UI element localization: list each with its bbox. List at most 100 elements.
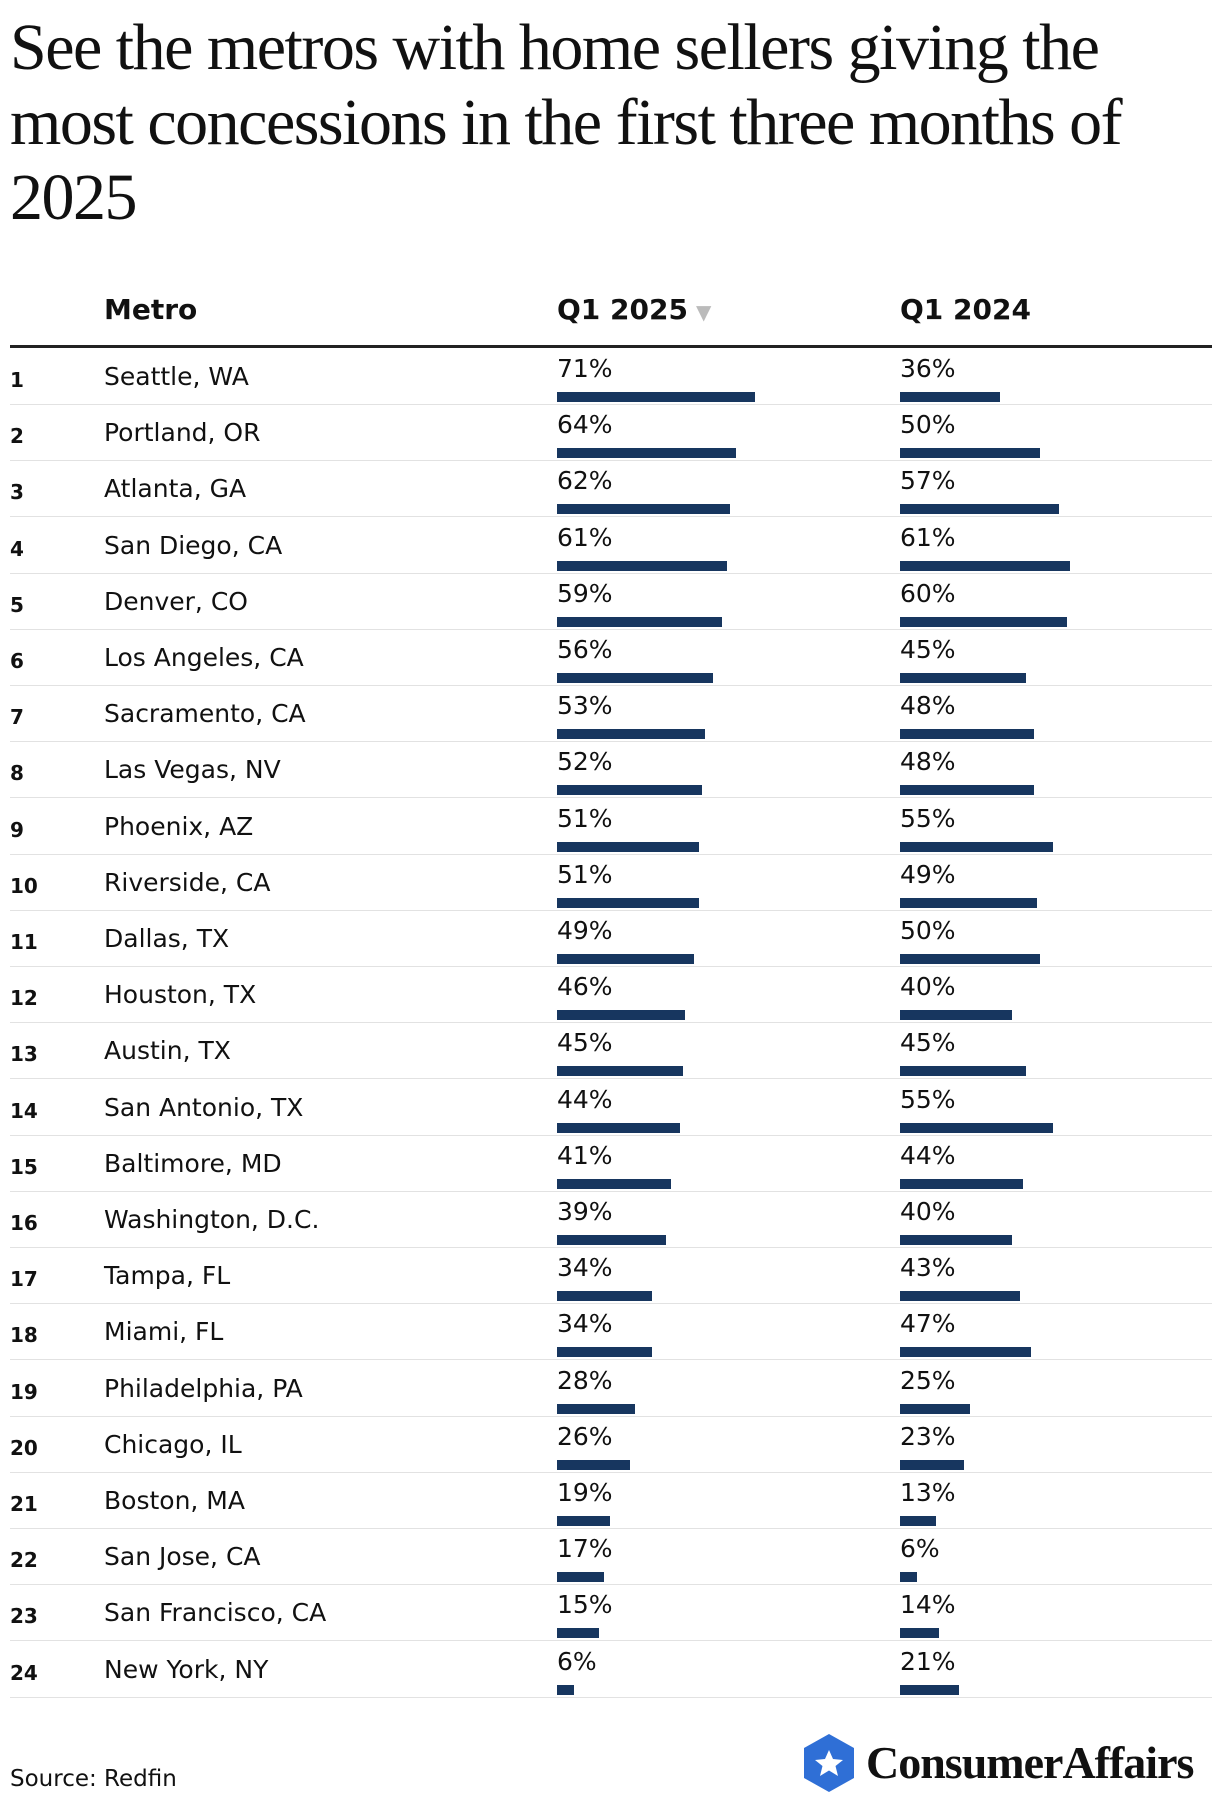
bar (900, 392, 1001, 402)
source: Source: Redfin (10, 1766, 177, 1792)
header-rule (10, 345, 1212, 348)
table-row: 5 Denver, CO 59% 60% (10, 573, 1212, 630)
bar (900, 1066, 1026, 1077)
title: See the metros with home sellers giving … (10, 11, 1123, 234)
logo: ConsumerAffairs (800, 1732, 1212, 1794)
value-label: 13% (900, 1478, 956, 1507)
metro: Portland, OR (104, 418, 261, 448)
bar (900, 897, 1037, 908)
value-label: 53% (557, 691, 613, 721)
bar (900, 1684, 959, 1695)
rank: 24 (10, 1660, 38, 1685)
rank: 4 (10, 536, 24, 561)
rank: 3 (10, 480, 24, 505)
metro: Riverside, CA (104, 867, 271, 897)
bar (557, 673, 714, 683)
bar (900, 1235, 1012, 1245)
bar (900, 785, 1034, 796)
value-label: 6% (900, 1534, 940, 1564)
value-label: 14% (900, 1590, 956, 1620)
value-label: 41% (557, 1140, 613, 1170)
bar (900, 1291, 1020, 1302)
rank: 19 (10, 1379, 38, 1404)
bar (900, 616, 1068, 627)
table-row: 22 San Jose, CA 17% 6% (10, 1528, 1212, 1586)
table-row: 19 Philadelphia, PA 28% 25% (10, 1360, 1212, 1417)
table-row: 24 New York, NY 6% 21% (10, 1641, 1212, 1698)
column-header[interactable]: Q1 2024 (900, 293, 1031, 326)
table-row: 6 Los Angeles, CA 56% 45% (10, 629, 1212, 686)
rank: 18 (10, 1323, 38, 1348)
value-label: 64% (557, 410, 613, 440)
metro: San Antonio, TX (104, 1092, 304, 1122)
rank: 13 (10, 1042, 38, 1067)
bar (557, 897, 700, 908)
metro: Atlanta, GA (104, 474, 247, 504)
table-row: 12 Houston, TX 46% 40% (10, 966, 1212, 1024)
value-label: 23% (900, 1421, 956, 1451)
rank: 2 (10, 424, 24, 449)
bar (557, 1122, 680, 1133)
bar (557, 729, 705, 740)
value-label: 51% (557, 803, 613, 833)
value-label: 34% (557, 1309, 613, 1339)
value-label: 21% (900, 1646, 956, 1676)
bar (900, 560, 1071, 571)
rank: 20 (10, 1435, 38, 1460)
column-header-text: Q1 2025 (557, 293, 688, 326)
rank: 7 (10, 705, 24, 730)
table-row: 15 Baltimore, MD 41% 44% (10, 1135, 1212, 1192)
value-label: 48% (900, 691, 956, 721)
table-row: 9 Phoenix, AZ 51% 55% (10, 798, 1212, 855)
value-label: 55% (900, 803, 956, 833)
value-label: 44% (557, 1084, 613, 1114)
value-label: 52% (557, 747, 613, 777)
bar (557, 392, 756, 402)
rank: 1 (10, 368, 24, 392)
bar (900, 1459, 965, 1470)
value-label: 45% (557, 1028, 613, 1058)
table-row: 13 Austin, TX 45% 45% (10, 1022, 1212, 1080)
metro: Las Vegas, NV (104, 755, 281, 785)
rank: 16 (10, 1211, 38, 1235)
metro: Sacramento, CA (104, 699, 306, 729)
bar (557, 954, 694, 964)
bar (557, 560, 728, 571)
rank: 23 (10, 1604, 38, 1629)
value-label: 44% (900, 1140, 956, 1170)
value-label: 40% (900, 1197, 956, 1226)
metro: Denver, CO (104, 586, 248, 616)
column-header[interactable]: Q1 2025 ▼ (557, 293, 711, 326)
metro: Los Angeles, CA (104, 643, 304, 672)
value-label: 50% (900, 916, 956, 945)
metro: Phoenix, AZ (104, 811, 254, 841)
table-row: 21 Boston, MA 19% 13% (10, 1472, 1212, 1529)
metro: Tampa, FL (104, 1261, 231, 1291)
value-label: 59% (557, 578, 613, 608)
metro: Washington, D.C. (104, 1205, 320, 1234)
bar (557, 504, 730, 515)
table-row: 3 Atlanta, GA 62% 57% (10, 460, 1212, 518)
table-row: 10 Riverside, CA 51% 49% (10, 854, 1212, 911)
rank: 14 (10, 1098, 38, 1123)
rank: 6 (10, 649, 24, 673)
value-label: 45% (900, 1028, 956, 1058)
table-row: 14 San Antonio, TX 44% 55% (10, 1079, 1212, 1136)
bar (557, 616, 722, 627)
table-row: 4 San Diego, CA 61% 61% (10, 517, 1212, 574)
rank: 15 (10, 1154, 38, 1179)
value-label: 17% (557, 1534, 613, 1564)
value-label: 25% (900, 1365, 956, 1395)
bar (900, 729, 1034, 740)
bar (557, 448, 736, 459)
bar (900, 448, 1040, 459)
bar (557, 1291, 652, 1302)
value-label: 49% (900, 859, 956, 889)
bar (900, 1403, 970, 1414)
value-label: 46% (557, 972, 613, 1002)
value-label: 61% (900, 522, 956, 552)
bar (557, 785, 703, 796)
value-label: 36% (900, 354, 956, 383)
table-row: 23 San Francisco, CA 15% 14% (10, 1584, 1212, 1642)
value-label: 47% (900, 1309, 956, 1339)
